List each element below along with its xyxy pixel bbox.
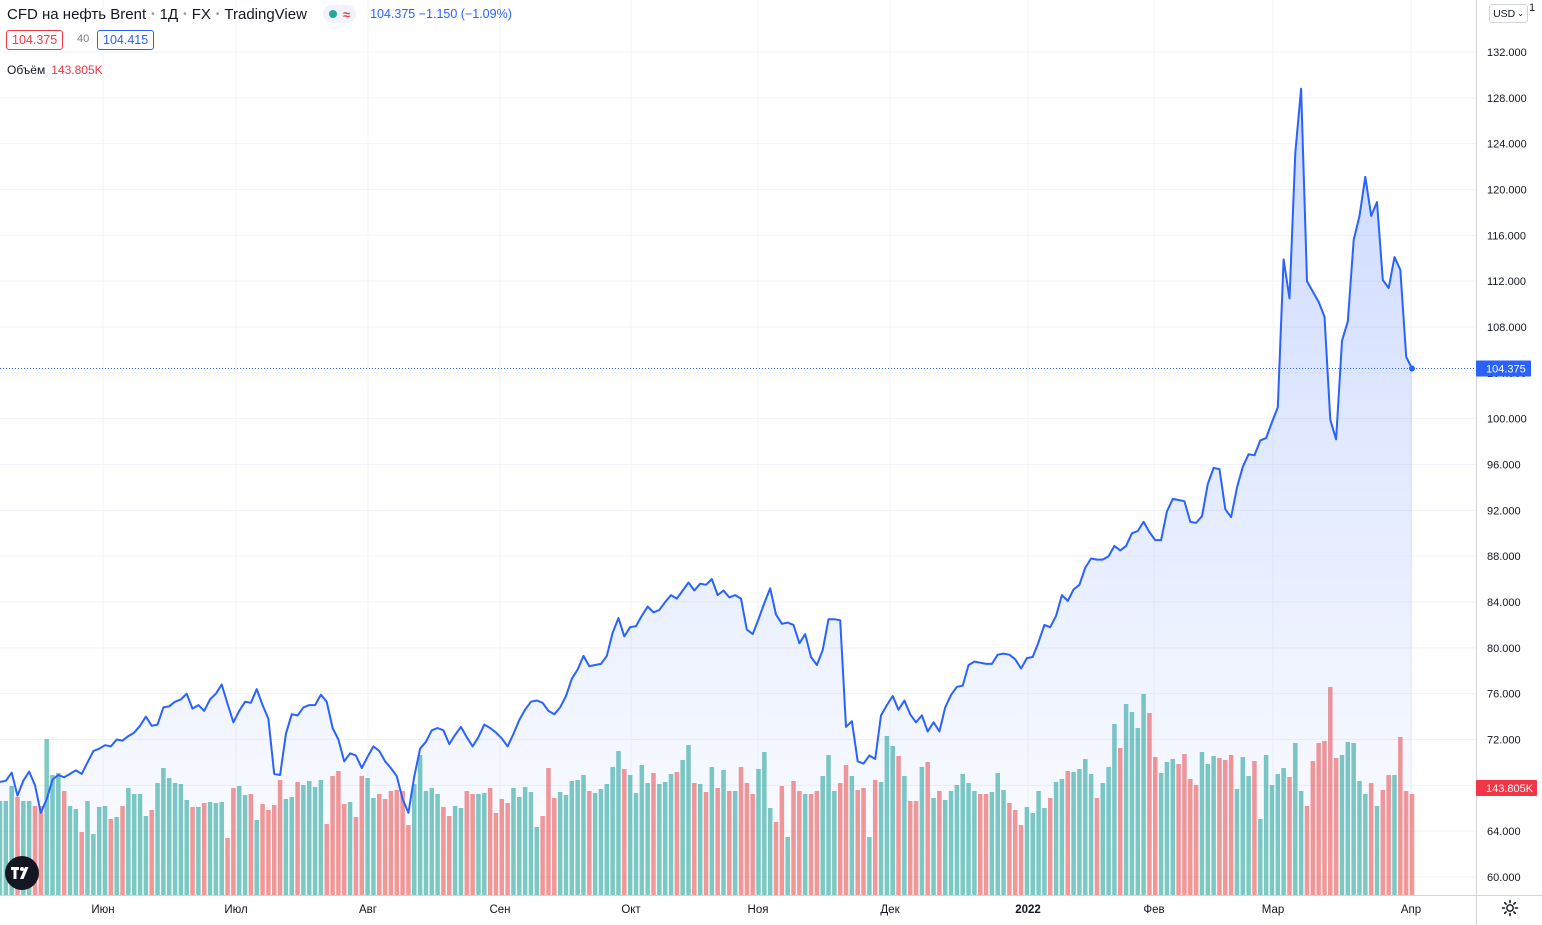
- chevron-down-icon: ⌄: [1517, 9, 1524, 18]
- price-tick-label: 116.000: [1487, 230, 1526, 242]
- volume-label-bg: [1476, 780, 1537, 796]
- price-tick-label: 132.000: [1487, 47, 1527, 59]
- time-tick-label: Ноя: [748, 904, 769, 916]
- price-tick-label: 112.000: [1487, 276, 1526, 288]
- market-status-pill[interactable]: ≈: [322, 5, 357, 23]
- separator-dot: •: [183, 8, 187, 20]
- time-tick-label: Дек: [880, 904, 900, 916]
- price-label-bg: [1476, 360, 1531, 377]
- price-tick-label: 100.000: [1487, 414, 1527, 426]
- price-label: 104.375: [1486, 364, 1526, 376]
- price-tick-label: 84.000: [1487, 597, 1521, 609]
- tradingview-logo-icon[interactable]: [5, 856, 39, 890]
- price-tick-label: 72.000: [1487, 735, 1521, 747]
- time-tick-label: Фев: [1143, 904, 1164, 916]
- price-tick-label-partial: 1: [1529, 2, 1535, 14]
- price-tick-label: 88.000: [1487, 551, 1521, 563]
- spread-value: 40: [77, 33, 90, 45]
- price-tick-label: 128.000: [1487, 93, 1527, 105]
- market-open-icon: [328, 10, 337, 18]
- volume-legend-label: Объём: [7, 63, 46, 77]
- time-tick-label: Окт: [621, 904, 641, 916]
- price-tick-label: 92.000: [1487, 505, 1521, 517]
- time-tick-label: Сен: [489, 904, 510, 916]
- change-value: −1.150 (−1.09%): [418, 7, 512, 21]
- volume-legend-value: 143.805K: [51, 63, 103, 77]
- price-tick-label: 60.000: [1487, 872, 1521, 884]
- last-price-dot: [1409, 365, 1415, 372]
- price-tick-label: 124.000: [1487, 139, 1527, 151]
- volume-legend: Объём 143.805K: [7, 63, 103, 77]
- time-tick-label: Июл: [224, 904, 247, 916]
- price-tick-label: 120.000: [1487, 185, 1527, 197]
- interval-label[interactable]: 1Д: [159, 5, 179, 23]
- last-price-value: 104.375: [370, 7, 416, 21]
- currency-dropdown[interactable]: USD ⌄: [1489, 4, 1528, 23]
- approx-icon: ≈: [342, 6, 351, 22]
- price-line: [0, 87, 1413, 814]
- time-tick-label: Апр: [1401, 904, 1421, 916]
- time-tick-label: Мар: [1262, 904, 1285, 916]
- quote-panel: 104.375 40 104.415: [0, 30, 200, 50]
- price-tick-label: 76.000: [1487, 689, 1521, 701]
- price-change: 104.375 −1.150 (−1.09%): [370, 7, 512, 21]
- volume-label: 143.805K: [1486, 783, 1534, 795]
- time-tick-label: Авг: [359, 904, 377, 916]
- price-tick-label: 64.000: [1487, 826, 1521, 838]
- buy-button[interactable]: 104.415: [97, 30, 155, 50]
- time-tick-label: Июн: [91, 904, 114, 916]
- separator-dot: •: [215, 8, 220, 20]
- gear-icon[interactable]: [1500, 898, 1520, 918]
- symbol-name[interactable]: CFD на нефть Brent: [7, 5, 147, 23]
- provider-label: TradingView: [224, 5, 307, 23]
- currency-label: USD: [1493, 7, 1516, 20]
- symbol-header: CFD на нефть Brent • 1Д • FX • TradingVi…: [7, 4, 512, 24]
- price-tick-label: 80.000: [1487, 643, 1521, 655]
- price-area: [0, 88, 1412, 895]
- exchange-label: FX: [191, 5, 211, 23]
- sell-button[interactable]: 104.375: [6, 30, 64, 50]
- separator-dot: •: [151, 8, 155, 20]
- time-tick-label: 2022: [1015, 904, 1041, 916]
- price-tick-label: 96.000: [1487, 460, 1521, 472]
- price-tick-label: 108.000: [1487, 322, 1527, 334]
